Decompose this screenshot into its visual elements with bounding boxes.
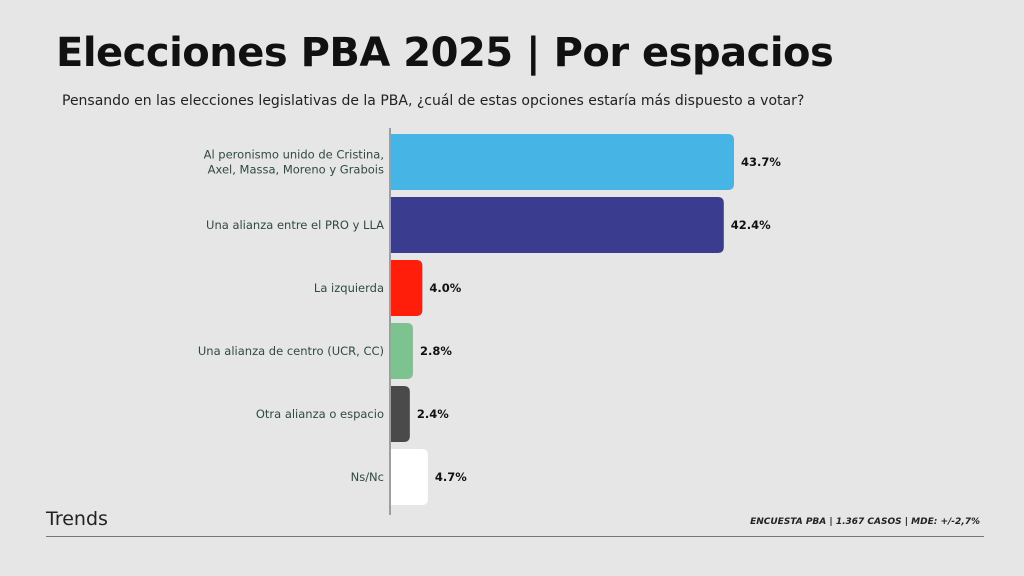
- bar: [391, 260, 423, 316]
- chart-title: Elecciones PBA 2025 | Por espacios: [56, 30, 834, 76]
- bar: [391, 134, 734, 190]
- category-label: Otra alianza o espacio: [256, 407, 384, 421]
- value-label: 43.7%: [741, 155, 781, 169]
- category-label: La izquierda: [314, 281, 384, 295]
- value-label: 2.8%: [420, 344, 452, 358]
- category-label: Una alianza de centro (UCR, CC): [198, 344, 384, 358]
- category-label: Una alianza entre el PRO y LLA: [206, 218, 384, 232]
- category-label: Ns/Nc: [351, 470, 384, 484]
- footer-divider: [46, 536, 984, 537]
- value-label: 2.4%: [417, 407, 449, 421]
- chart-subtitle: Pensando en las elecciones legislativas …: [62, 93, 805, 109]
- bar: [391, 449, 428, 505]
- value-label: 4.7%: [435, 470, 467, 484]
- bar: [391, 197, 724, 253]
- survey-note: ENCUESTA PBA | 1.367 CASOS | MDE: +/-2,7…: [750, 517, 980, 527]
- value-label: 4.0%: [429, 281, 461, 295]
- brand-logo: Trends: [46, 508, 108, 530]
- bar: [391, 323, 413, 379]
- category-label: Al peronismo unido de Cristina, Axel, Mas…: [204, 148, 384, 177]
- value-label: 42.4%: [731, 218, 771, 232]
- bar: [391, 386, 410, 442]
